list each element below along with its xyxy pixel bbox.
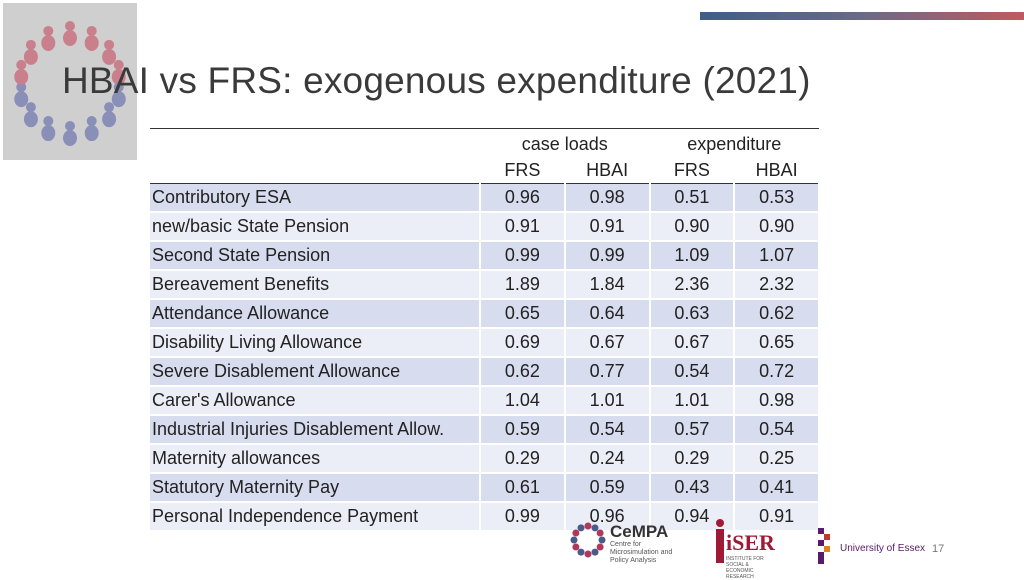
row-value: 0.53 <box>734 183 821 213</box>
row-value: 0.65 <box>734 328 821 358</box>
page-title: HBAI vs FRS: exogenous expenditure (2021… <box>62 60 811 101</box>
row-value: 0.24 <box>564 444 651 474</box>
cempa-logo: CeMPA Centre for Microsimulation and Pol… <box>568 516 688 570</box>
row-value: 0.98 <box>734 386 821 416</box>
people-circle-logo <box>3 3 137 160</box>
row-value: 0.96 <box>564 502 651 532</box>
row-value: 0.69 <box>480 328 566 358</box>
iser-name: iSER <box>726 530 775 555</box>
row-value: 0.96 <box>480 183 566 213</box>
row-value: 0.25 <box>734 444 821 474</box>
page-number: 17 <box>932 543 945 555</box>
essex-name: University of Essex <box>840 543 926 554</box>
row-value: 0.61 <box>480 473 566 503</box>
row-value: 0.91 <box>564 212 651 242</box>
row-value: 0.51 <box>649 183 736 213</box>
cempa-name: CeMPA <box>610 522 669 541</box>
row-value: 1.09 <box>649 241 736 271</box>
table-row: Carer's Allowance 1.04 1.01 1.01 0.98 <box>150 386 821 416</box>
row-value: 0.62 <box>734 299 821 329</box>
row-value: 0.41 <box>734 473 821 503</box>
row-value: 0.59 <box>480 415 566 445</box>
table-row: Second State Pension 0.99 0.99 1.09 1.07 <box>150 241 821 271</box>
row-value: 0.62 <box>480 357 566 387</box>
row-value: 0.29 <box>480 444 566 474</box>
row-label: Contributory ESA <box>150 183 481 213</box>
row-value: 1.89 <box>480 270 566 300</box>
iser-logo: iSER INSTITUTE FOR SOCIAL & ECONOMIC RES… <box>714 516 775 580</box>
row-label: Bereavement Benefits <box>150 270 481 300</box>
row-value: 0.54 <box>649 357 736 387</box>
cempa-emblem-icon <box>570 522 606 558</box>
top-accent-bar <box>700 12 1024 20</box>
table-row: Maternity allowances 0.29 0.24 0.29 0.25 <box>150 444 821 474</box>
subheader-frs: FRS <box>649 158 735 184</box>
row-value: 0.57 <box>649 415 736 445</box>
row-value: 0.99 <box>480 502 566 532</box>
row-value: 1.01 <box>564 386 651 416</box>
row-value: 2.36 <box>649 270 736 300</box>
comparison-table: case loads expenditure FRS HBAI FRS HBAI… <box>150 128 821 532</box>
row-value: 2.32 <box>734 270 821 300</box>
row-label: Second State Pension <box>150 241 481 271</box>
row-value: 0.99 <box>564 241 651 271</box>
row-value: 1.07 <box>734 241 821 271</box>
iser-subtitle: INSTITUTE FOR SOCIAL & ECONOMIC RESEARCH <box>726 556 764 580</box>
row-value: 1.84 <box>564 270 651 300</box>
cempa-subtitle: Centre for Microsimulation and Policy An… <box>610 541 673 564</box>
subheader-hbai: HBAI <box>564 158 650 184</box>
row-value: 0.65 <box>480 299 566 329</box>
subheader-frs: FRS <box>480 158 565 184</box>
row-value: 0.91 <box>734 502 821 532</box>
row-value: 0.99 <box>480 241 566 271</box>
table-row: new/basic State Pension 0.91 0.91 0.90 0.90 <box>150 212 821 242</box>
row-label: Severe Disablement Allowance <box>150 357 481 387</box>
table-row: Disability Living Allowance 0.69 0.67 0.67 0… <box>150 328 821 358</box>
subheader-blank <box>150 158 480 184</box>
row-label: Statutory Maternity Pay <box>150 473 481 503</box>
row-value: 0.77 <box>564 357 651 387</box>
row-label: Carer's Allowance <box>150 386 481 416</box>
people-circle-icon <box>14 21 126 146</box>
table-row: Statutory Maternity Pay 0.61 0.59 0.43 0.41 <box>150 473 821 503</box>
table-row: Industrial Injuries Disablement Allow. 0.… <box>150 415 821 445</box>
header-case-loads: case loads <box>480 128 650 158</box>
row-value: 0.90 <box>649 212 736 242</box>
row-value: 0.59 <box>564 473 651 503</box>
row-label: new/basic State Pension <box>150 212 481 242</box>
row-value: 0.63 <box>649 299 736 329</box>
table-row: Severe Disablement Allowance 0.62 0.77 0.54… <box>150 357 821 387</box>
row-value: 0.67 <box>564 328 651 358</box>
essex-logo: University of Essex <box>818 516 928 570</box>
row-value: 0.98 <box>564 183 651 213</box>
row-value: 0.94 <box>649 502 736 532</box>
iser-figure-icon <box>716 519 724 563</box>
table-row: Bereavement Benefits 1.89 1.84 2.36 2.32 <box>150 270 821 300</box>
row-value: 0.91 <box>480 212 566 242</box>
row-value: 0.67 <box>649 328 736 358</box>
subheader-hbai: HBAI <box>734 158 820 184</box>
row-value: 0.90 <box>734 212 821 242</box>
row-label: Attendance Allowance <box>150 299 481 329</box>
row-label: Industrial Injuries Disablement Allow. <box>150 415 481 445</box>
row-label: Personal Independence Payment <box>150 502 481 532</box>
row-value: 0.54 <box>734 415 821 445</box>
row-label: Disability Living Allowance <box>150 328 481 358</box>
row-label: Maternity allowances <box>150 444 481 474</box>
row-value: 0.54 <box>564 415 651 445</box>
row-value: 0.64 <box>564 299 651 329</box>
table-row: Attendance Allowance 0.65 0.64 0.63 0.62 <box>150 299 821 329</box>
table-row: Personal Independence Payment 0.99 0.96 0.9… <box>150 502 821 532</box>
row-value: 0.29 <box>649 444 736 474</box>
row-value: 1.01 <box>649 386 736 416</box>
header-blank <box>150 128 480 158</box>
header-expenditure: expenditure <box>649 128 820 158</box>
row-value: 0.72 <box>734 357 821 387</box>
row-value: 1.04 <box>480 386 566 416</box>
table-row: Contributory ESA 0.96 0.98 0.51 0.53 <box>150 183 821 213</box>
row-value: 0.43 <box>649 473 736 503</box>
essex-block-icon <box>818 528 830 564</box>
